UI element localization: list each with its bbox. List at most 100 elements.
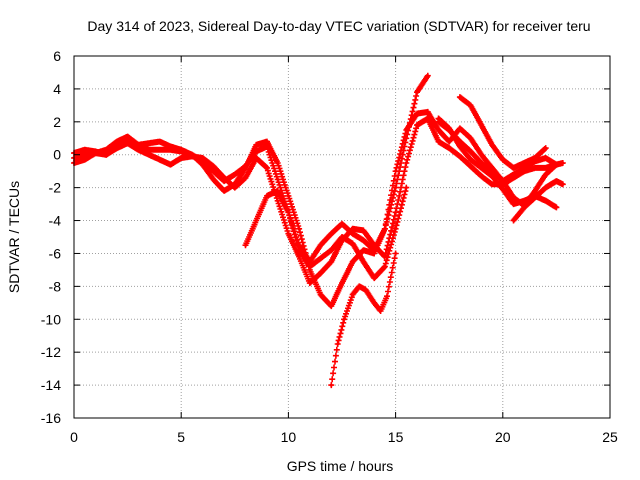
data-point — [436, 128, 440, 132]
data-point — [342, 317, 346, 321]
data-point — [394, 210, 398, 214]
data-point — [490, 143, 494, 147]
data-point — [115, 146, 119, 150]
x-tick-label: 5 — [177, 429, 185, 445]
x-tick-label: 25 — [602, 429, 618, 445]
data-point — [190, 154, 194, 158]
y-tick-label: -2 — [49, 180, 62, 196]
data-point — [404, 161, 408, 165]
data-point — [126, 141, 130, 145]
data-point — [372, 251, 376, 255]
y-tick-label: 0 — [53, 147, 61, 163]
data-point — [126, 135, 130, 139]
data-point — [436, 140, 440, 144]
data-point — [147, 148, 151, 152]
data-point — [404, 186, 408, 190]
data-point — [179, 149, 183, 153]
data-point — [340, 222, 344, 226]
data-point — [357, 284, 361, 288]
data-point — [286, 232, 290, 236]
y-tick-label: 2 — [53, 114, 61, 130]
data-point — [329, 248, 333, 252]
plot-frame — [73, 55, 611, 419]
data-point — [501, 179, 505, 183]
data-point — [415, 90, 419, 94]
data-point — [254, 156, 258, 160]
data-point — [479, 123, 483, 127]
data-point — [211, 177, 215, 181]
data-point — [329, 232, 333, 236]
y-tick-label: -10 — [41, 311, 61, 327]
data-point — [479, 166, 483, 170]
data-point — [308, 265, 312, 269]
data-point — [383, 227, 387, 231]
data-point — [319, 271, 323, 275]
data-point — [426, 110, 430, 114]
data-point — [458, 95, 462, 99]
data-point — [490, 182, 494, 186]
series-track-5 — [328, 250, 399, 389]
data-point — [479, 153, 483, 157]
data-point — [254, 143, 258, 147]
data-point — [265, 194, 269, 198]
data-point — [136, 143, 140, 147]
data-point — [561, 182, 565, 186]
data-point — [147, 153, 151, 157]
data-point — [522, 161, 526, 165]
data-point — [104, 148, 108, 152]
data-point — [544, 172, 548, 176]
data-point — [168, 148, 172, 152]
data-point — [276, 177, 280, 181]
data-point — [372, 276, 376, 280]
data-point — [329, 260, 333, 264]
data-point — [372, 243, 376, 247]
data-point — [286, 194, 290, 198]
data-point — [522, 205, 526, 209]
data-point — [233, 172, 237, 176]
data-point — [265, 166, 269, 170]
data-point — [533, 196, 537, 200]
data-point — [276, 161, 280, 165]
data-point — [383, 265, 387, 269]
data-point — [447, 140, 451, 144]
chart-title: Day 314 of 2023, Sidereal Day-to-day VTE… — [87, 18, 590, 34]
series-track-6 — [456, 94, 549, 171]
data-point — [351, 260, 355, 264]
series-track-4 — [242, 184, 410, 282]
data-point — [522, 169, 526, 173]
data-point — [469, 103, 473, 107]
data-point — [479, 161, 483, 165]
data-point — [426, 74, 430, 78]
data-point — [147, 141, 151, 145]
data-point — [308, 281, 312, 285]
data-point — [329, 304, 333, 308]
data-point — [244, 243, 248, 247]
data-point — [436, 117, 440, 121]
data-point — [364, 288, 368, 292]
data-point — [83, 153, 87, 157]
data-point — [244, 176, 248, 180]
data-point — [115, 140, 119, 144]
data-point — [276, 199, 280, 203]
data-point — [265, 140, 269, 144]
data-layer — [71, 72, 566, 389]
data-point — [340, 235, 344, 239]
data-point — [501, 158, 505, 162]
data-point — [385, 294, 389, 298]
data-point — [458, 145, 462, 148]
data-point — [201, 156, 205, 160]
data-point — [211, 164, 215, 168]
y-axis: -16 -14 -12 -10 -8 -6 -4 -2 0 2 4 6 — [41, 48, 610, 426]
data-point — [158, 148, 162, 152]
data-point — [222, 176, 226, 180]
y-axis-label: SDTVAR / TECUs — [6, 181, 22, 293]
data-point — [415, 112, 419, 116]
data-point — [544, 186, 548, 190]
data-point — [254, 219, 258, 223]
y-tick-label: -4 — [49, 213, 62, 229]
data-point — [361, 238, 365, 242]
data-point — [469, 149, 473, 153]
data-point — [158, 140, 162, 144]
